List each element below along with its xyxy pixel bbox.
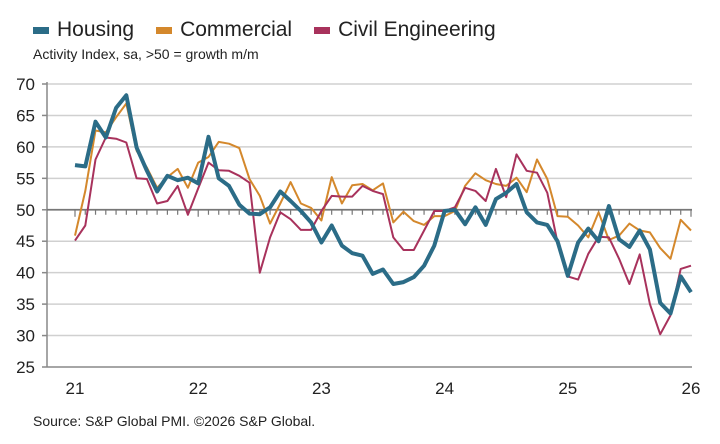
x-tick-label: 21 xyxy=(66,379,85,398)
legend-label: Civil Engineering xyxy=(338,18,496,41)
x-tick-label: 22 xyxy=(189,379,208,398)
legend-label: Housing xyxy=(57,18,135,41)
legend-item-housing: Housing xyxy=(33,18,134,42)
legend-item-commercial: Commercial xyxy=(156,18,292,42)
series-line-civil-engineering xyxy=(74,136,692,336)
legend-swatch xyxy=(156,26,173,34)
legend-label: Commercial xyxy=(180,18,293,41)
chart-subtitle: Activity Index, sa, >50 = growth m/m xyxy=(33,46,259,62)
y-tick-label: 50 xyxy=(16,201,35,220)
legend-swatch xyxy=(314,26,331,34)
y-tick-label: 45 xyxy=(16,232,35,251)
x-tick-label: 23 xyxy=(312,379,331,398)
y-tick-label: 55 xyxy=(16,169,35,188)
y-tick-label: 60 xyxy=(16,138,35,157)
y-tick-label: 40 xyxy=(16,264,35,283)
x-tick-label: 25 xyxy=(558,379,577,398)
x-tick-label: 24 xyxy=(435,379,454,398)
x-tick-label: 26 xyxy=(682,379,701,398)
y-tick-label: 30 xyxy=(16,327,35,346)
legend-swatch xyxy=(33,26,49,34)
source-note: Source: S&P Global PMI. ©2026 S&P Global… xyxy=(33,413,316,429)
legend: Housing Commercial Civil Engineering xyxy=(33,18,518,42)
y-tick-label: 70 xyxy=(16,75,35,94)
legend-item-civil-engineering: Civil Engineering xyxy=(314,18,496,42)
series-line-commercial xyxy=(74,102,692,260)
y-tick-label: 25 xyxy=(16,358,35,377)
y-tick-label: 35 xyxy=(16,295,35,314)
series-line-housing xyxy=(74,93,693,316)
y-tick-label: 65 xyxy=(16,106,35,125)
